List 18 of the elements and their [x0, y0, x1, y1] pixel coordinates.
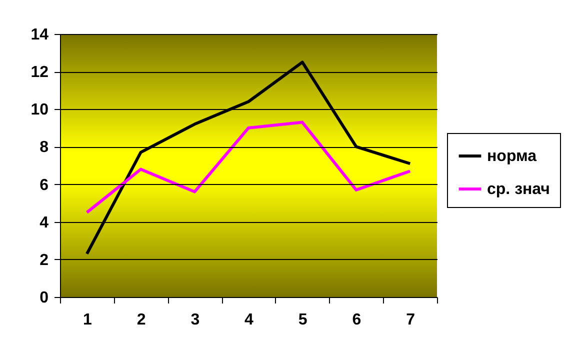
y-tick-label: 0	[40, 290, 49, 306]
x-tick-label: 5	[298, 312, 308, 328]
x-tick-label: 4	[244, 312, 254, 328]
line-series	[85, 120, 412, 214]
y-tick-label: 12	[30, 64, 49, 82]
y-tick-label: 14	[30, 26, 49, 44]
y-tick-label: 10	[30, 102, 49, 119]
x-tick-label: 7	[406, 312, 416, 328]
y-tick-label: 2	[40, 252, 49, 269]
y-tick-label: 6	[40, 176, 49, 194]
legend-label: норма	[487, 148, 537, 165]
legend-label: ср. знач	[487, 181, 550, 198]
y-tick-label: 8	[40, 139, 49, 156]
y-tick-label: 4	[40, 214, 49, 232]
x-tick-label: 6	[352, 312, 362, 328]
x-tick-label: 3	[190, 312, 200, 328]
x-tick-label: 1	[82, 312, 92, 328]
x-tick-label: 2	[136, 312, 146, 328]
